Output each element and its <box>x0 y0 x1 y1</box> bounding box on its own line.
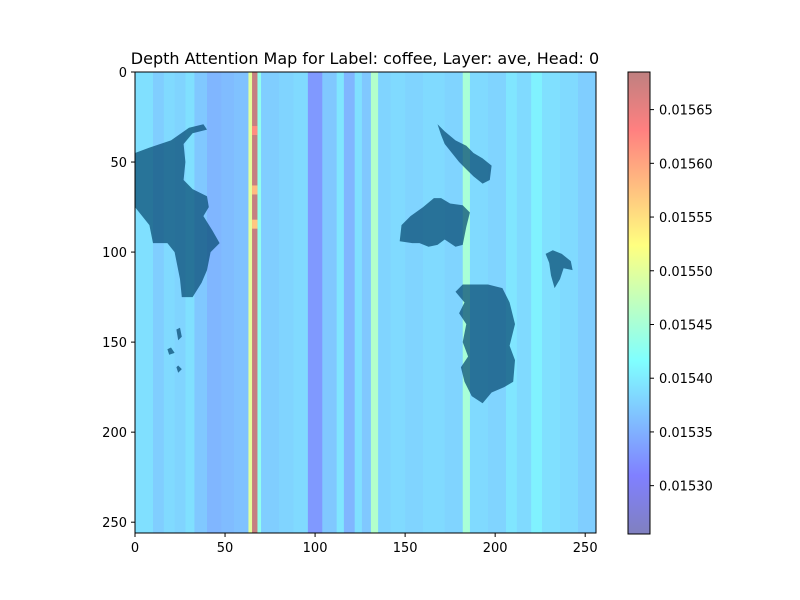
colorbar-frame <box>627 71 651 535</box>
heatmap-column-7 <box>221 72 235 533</box>
x-tick-label-0: 0 <box>131 541 139 556</box>
colorbar-tick-label-2: 0.01540 <box>659 372 713 387</box>
colorbar-gradient <box>628 72 650 534</box>
colorbar-tick-label-7: 0.01565 <box>659 104 713 119</box>
heatmap-column-10 <box>252 72 258 533</box>
colorbar-ticks: 0.01530 0.01535 0.01540 0.01545 0.01550 0.015… <box>650 104 713 495</box>
overlay-region-land-right-bottom <box>455 284 515 404</box>
heatmap-column-21 <box>370 72 379 533</box>
heatmap-column-31 <box>516 72 532 533</box>
y-tick-label-1: 50 <box>110 156 127 171</box>
colorbar-tick-label-5: 0.01555 <box>659 211 713 226</box>
x-tick-label-4: 200 <box>483 541 508 556</box>
heatmap-column-5 <box>194 72 208 533</box>
colorbar-tick-label-0: 0.01530 <box>659 480 713 495</box>
y-tick-label-2: 100 <box>102 246 127 261</box>
colorbar-tick-label-4: 0.01550 <box>659 265 713 280</box>
heatmap-column-20 <box>361 72 372 533</box>
colorbar-tick-label-1: 0.01535 <box>659 426 713 441</box>
heatmap-column-35 <box>577 72 596 533</box>
y-tick-label-3: 150 <box>102 336 127 351</box>
heatmap-column-6 <box>207 72 222 533</box>
heatmap-column-24 <box>405 72 424 533</box>
heatmap-column-17 <box>336 72 345 533</box>
y-tick-label-0: 0 <box>119 66 127 81</box>
heatmap-column-33 <box>541 72 561 533</box>
heatmap-column-16 <box>322 72 338 533</box>
heatmap-column-34 <box>559 72 579 533</box>
plot-frame <box>134 71 597 534</box>
overlay-region-land-far-right <box>545 250 573 289</box>
heatmap-column-11 <box>257 72 262 533</box>
overlay-region-land-right-top <box>437 124 492 184</box>
heatmap-column-18 <box>343 72 356 533</box>
x-tick-label-1: 50 <box>217 541 234 556</box>
x-axis: 0 50 100 150 200 250 <box>131 533 598 556</box>
heatmap-column-14 <box>293 72 309 533</box>
heatmap-column-25 <box>423 72 446 533</box>
heatmap-column-15 <box>307 72 323 533</box>
heatmap-column-8 <box>234 72 249 533</box>
heatmap-column-23 <box>390 72 406 533</box>
colorbar-tick-label-6: 0.01560 <box>659 157 713 172</box>
x-tick-label-3: 150 <box>393 541 418 556</box>
heatmap-column-26 <box>444 72 464 533</box>
heatmap-hot-spot-1 <box>252 185 258 195</box>
x-tick-label-2: 100 <box>303 541 328 556</box>
overlay-region-land-left-dot2 <box>167 347 175 355</box>
y-tick-label-5: 250 <box>102 516 127 531</box>
heatmap-column-2 <box>163 72 176 533</box>
heatmap-hot-spot-0 <box>252 126 258 136</box>
colorbar-tick-label-3: 0.01545 <box>659 318 713 333</box>
heatmap-column-13 <box>279 72 294 533</box>
heatmap-column-12 <box>261 72 280 533</box>
overlay-region-land-left-dots <box>176 327 182 341</box>
chart-title: Depth Attention Map for Label: coffee, L… <box>131 49 599 68</box>
overlay-region-land-right-mid <box>399 198 470 247</box>
heatmap-column-0 <box>135 72 154 533</box>
x-tick-label-5: 250 <box>573 541 598 556</box>
heatmap-column-4 <box>185 72 195 533</box>
y-tick-label-4: 200 <box>102 426 127 441</box>
y-axis: 0 50 100 150 200 250 <box>102 66 135 531</box>
heatmap-column-32 <box>531 72 543 533</box>
heatmap-column-30 <box>505 72 518 533</box>
heatmap-column-9 <box>248 72 253 533</box>
colorbar: 0.01530 0.01535 0.01540 0.01545 0.01550 0.015… <box>627 71 713 535</box>
heatmap-column-1 <box>153 72 165 533</box>
heatmap-plot-area <box>135 72 596 533</box>
overlay-region-land-left <box>135 124 220 298</box>
overlay-region-land-left-dot3 <box>176 365 182 373</box>
heatmap-column-22 <box>378 72 392 533</box>
heatmap-column-3 <box>174 72 186 533</box>
heatmap-column-19 <box>354 72 363 533</box>
heatmap-hot-spot-2 <box>252 219 258 229</box>
